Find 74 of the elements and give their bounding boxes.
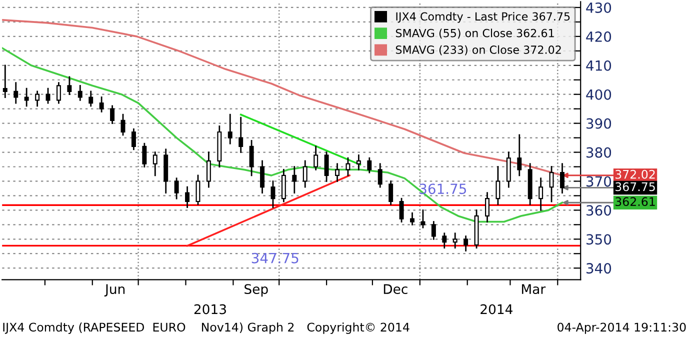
- candlestick: [496, 166, 500, 206]
- candlestick: [2, 64, 8, 98]
- candlestick: [442, 232, 447, 249]
- candlestick: [24, 88, 29, 107]
- y-tick-label: 390: [586, 118, 612, 129]
- candlestick: [356, 154, 361, 170]
- candlestick: [302, 160, 308, 188]
- legend-label: SMAVG (233) on Close 372.02: [396, 45, 561, 56]
- candlestick: [420, 209, 426, 228]
- text: 04-Apr-2014 19:11:30: [558, 322, 686, 334]
- candlestick: [378, 163, 382, 188]
- candlestick: [452, 232, 458, 249]
- candlestick: [281, 168, 286, 202]
- candlestick: [249, 140, 254, 176]
- y-tick-label: 410: [586, 60, 612, 71]
- y-tick-label: 370: [586, 176, 612, 187]
- candlestick: [260, 160, 265, 194]
- x-tick-label: Sep: [244, 284, 268, 297]
- annotation: 367.75: [616, 182, 655, 192]
- candlestick: [78, 84, 82, 101]
- candlestick: [335, 163, 340, 182]
- annotation: 362.61: [616, 197, 655, 206]
- y-tick-label: 340: [586, 263, 612, 274]
- ref-line-label: 347.75: [252, 252, 298, 264]
- candlestick: [270, 180, 276, 208]
- candlestick: [67, 76, 72, 96]
- candlestick: [206, 152, 211, 188]
- candlestick: [517, 134, 522, 176]
- candlestick: [346, 157, 350, 176]
- candlestick: [56, 82, 61, 104]
- y-tick-label: 400: [586, 89, 612, 100]
- candlestick: [464, 236, 468, 252]
- ref-line-label: 361.75: [420, 184, 466, 194]
- y-tick-label: 430: [586, 2, 612, 13]
- candlestick: [152, 152, 158, 176]
- candlestick: [99, 96, 104, 112]
- x-tick-label: Dec: [384, 284, 408, 294]
- candlestick: [110, 105, 115, 124]
- y-tick-label: 420: [586, 31, 612, 42]
- y-tick-label: 380: [586, 147, 612, 158]
- x-tick-label: Jun: [104, 284, 125, 297]
- y-tick-label: 350: [586, 234, 612, 245]
- candlestick: [314, 146, 318, 170]
- candlestick: [35, 90, 40, 107]
- x2-tick-label: 2014: [480, 304, 512, 314]
- legend-label: SMAVG (55) on Close 362.61: [396, 28, 554, 39]
- candlestick: [431, 221, 436, 240]
- text: IJX4 Comdty (RAPESEED EURO Nov14) Graph 2: [3, 322, 294, 334]
- candlestick: [549, 166, 554, 202]
- text: Copyright© 2014: [307, 322, 410, 334]
- candlestick: [410, 212, 414, 226]
- annotation: 372.02: [616, 170, 655, 179]
- candlestick: [228, 114, 232, 144]
- candlestick: [174, 178, 179, 200]
- x2-tick-label: 2013: [194, 304, 226, 314]
- candlestick: [399, 198, 404, 222]
- candlestick: [196, 174, 200, 206]
- candlestick: [485, 192, 490, 222]
- candlestick: [238, 116, 244, 153]
- candlestick: [506, 152, 511, 188]
- candlestick: [131, 128, 136, 150]
- candlestick: [88, 90, 94, 107]
- legend-label: IJX4 Comdty - Last Price 367.75: [396, 12, 570, 23]
- candlestick: [120, 114, 126, 136]
- candlestick: [538, 178, 544, 211]
- candlestick: [367, 157, 372, 174]
- candlestick: [185, 186, 190, 208]
- candlestick: [292, 166, 297, 194]
- candlestick: [324, 152, 329, 182]
- y-tick-label: 360: [586, 205, 612, 216]
- x-tick-label: Mar: [522, 284, 546, 294]
- candlestick: [14, 82, 18, 104]
- candlestick: [142, 142, 147, 168]
- candlestick: [388, 180, 394, 206]
